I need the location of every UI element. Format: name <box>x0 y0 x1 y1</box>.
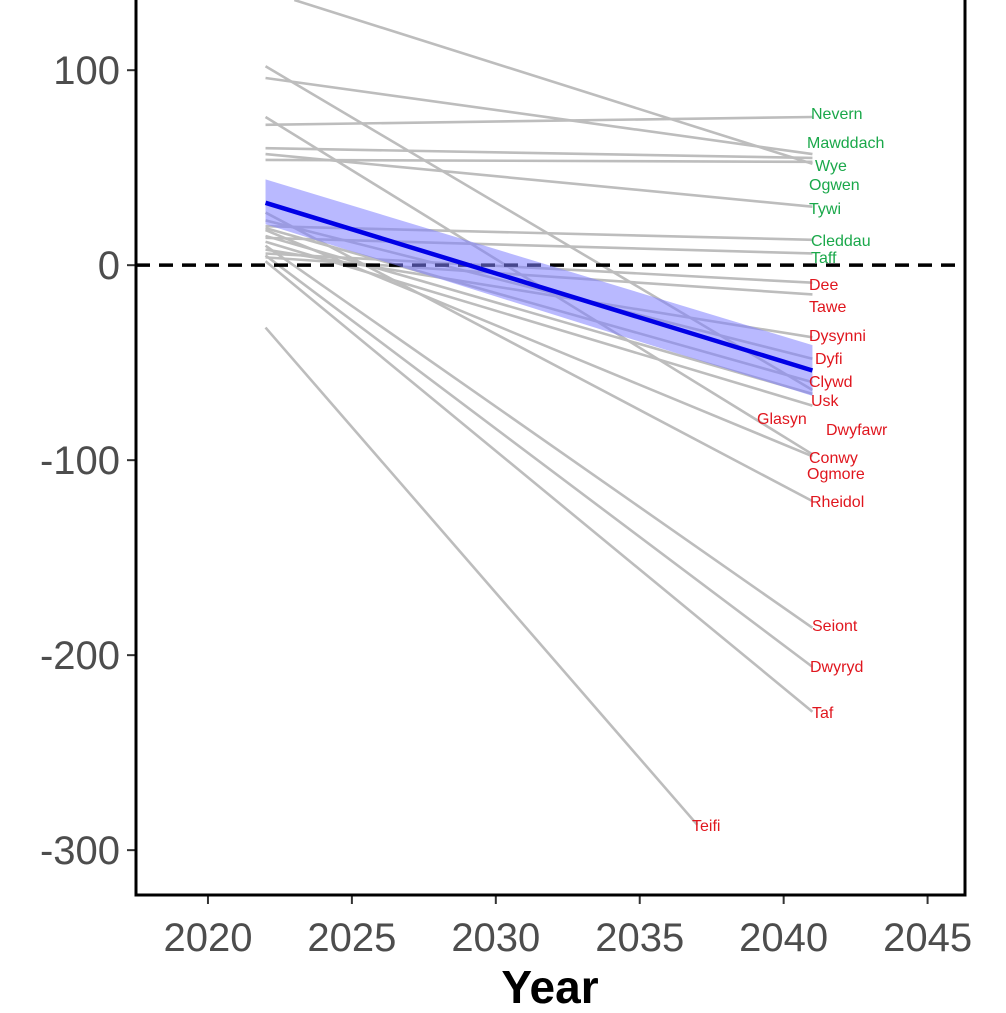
river-line-rheidol <box>264 211 814 503</box>
y-tick-label: -200 <box>40 634 120 678</box>
river-label-dee: Dee <box>809 277 838 294</box>
river-label-tawe: Tawe <box>809 299 846 316</box>
river-label-dwyfawr: Dwyfawr <box>826 422 888 439</box>
axis-ticks: 2020 2025 2030 2035 2040 2045 100 0 -100 -200 -300 <box>40 49 972 960</box>
river-line-taf <box>264 260 814 713</box>
river-label-conwy: Conwy <box>809 450 858 467</box>
x-tick-label: 2020 <box>163 916 252 960</box>
y-tick-label: 100 <box>53 49 120 93</box>
river-line-nevern <box>265 115 813 127</box>
river-label-nevern: Nevern <box>811 106 863 123</box>
river-line-teifi <box>264 326 699 826</box>
river-label-mawddach: Mawddach <box>807 135 884 152</box>
river-line-tywi <box>265 152 813 208</box>
river-label-tywi: Tywi <box>809 201 841 218</box>
river-label-ogmore: Ogmore <box>807 466 865 483</box>
x-tick-label: 2040 <box>739 916 828 960</box>
y-tick-label: -300 <box>40 829 120 873</box>
river-label-cleddau: Cleddau <box>811 233 871 250</box>
river-line-unlabelled <box>293 0 813 166</box>
plot-panel-border <box>134 0 967 897</box>
river-label-seiont: Seiont <box>812 618 858 635</box>
river-line-ogmore <box>265 228 813 458</box>
river-line-mawddach <box>265 76 813 156</box>
river-line-ogwen <box>265 158 813 164</box>
x-tick-label: 2025 <box>307 916 396 960</box>
river-line-dwyryd <box>264 254 814 668</box>
river-label-dysynni: Dysynni <box>809 328 866 345</box>
river-label-dwyryd: Dwyryd <box>810 659 863 676</box>
river-label-clywd: Clywd <box>809 374 853 391</box>
x-tick-label: 2045 <box>883 916 972 960</box>
x-axis-title: Year <box>501 961 598 1013</box>
river-label-usk: Usk <box>811 393 840 410</box>
river-label-teifi: Teifi <box>692 818 720 835</box>
river-line-wye <box>265 146 813 160</box>
x-tick-label: 2035 <box>595 916 684 960</box>
river-label-taf: Taf <box>812 705 834 722</box>
river-line-seiont <box>264 244 814 629</box>
y-tick-label: 0 <box>98 244 120 288</box>
y-tick-label: -100 <box>40 439 120 483</box>
trend-line <box>264 200 814 373</box>
trend-group <box>264 179 814 396</box>
river-label-ogwen: Ogwen <box>809 177 860 194</box>
river-label-glasyn: Glasyn <box>757 411 807 428</box>
river-line-usk <box>265 234 813 396</box>
river-label-taff: Taff <box>811 250 837 267</box>
river-label-dyfi: Dyfi <box>815 351 843 368</box>
river-label-rheidol: Rheidol <box>810 494 864 511</box>
river-label-wye: Wye <box>815 158 847 175</box>
x-tick-label: 2030 <box>451 916 540 960</box>
